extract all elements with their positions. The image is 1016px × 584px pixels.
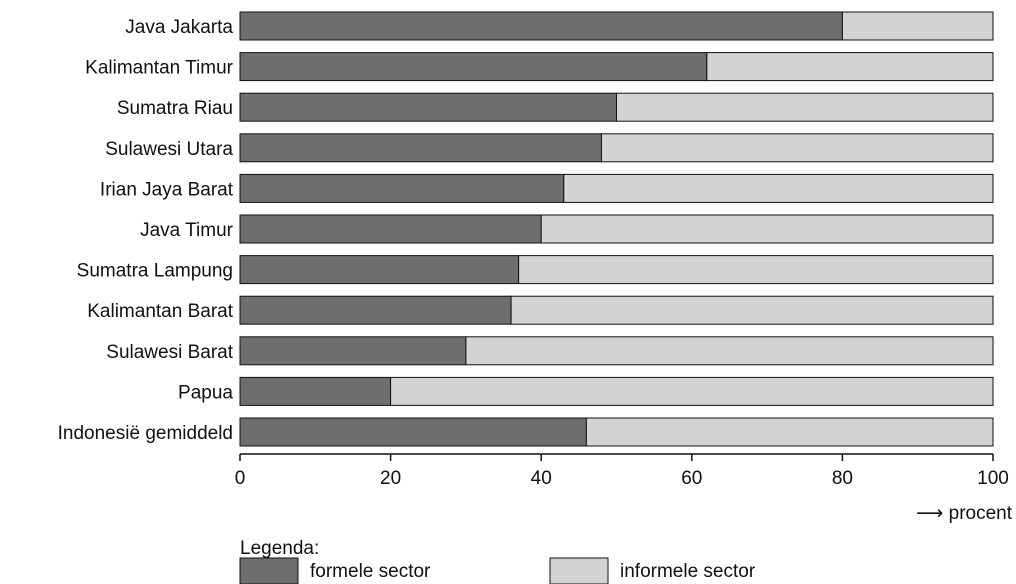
x-tick-label: 60 <box>681 468 702 489</box>
category-label: Sulawesi Utara <box>105 139 233 160</box>
bar-informele-4 <box>563 173 994 203</box>
category-label: Irian Jaya Barat <box>100 179 234 200</box>
category-label: Kalimantan Barat <box>87 301 233 322</box>
category-label: Sumatra Lampung <box>77 261 233 282</box>
bar-informele-7 <box>510 295 994 325</box>
bar-formele-4 <box>239 173 565 203</box>
bar-informele-5 <box>540 214 994 244</box>
category-label: Papua <box>178 382 233 403</box>
legend: Legenda: formele sector informele sector <box>239 538 756 584</box>
bar-formele-8 <box>239 336 467 366</box>
bar-formele-7 <box>239 295 512 325</box>
bar-formele-6 <box>239 255 520 285</box>
bar-informele-1 <box>706 52 994 82</box>
bar-informele-3 <box>600 133 994 163</box>
category-label: Kalimantan Timur <box>85 58 234 79</box>
x-axis-unit-label: procent <box>949 503 1013 524</box>
category-label: Java Jakarta <box>125 17 233 38</box>
x-axis-unit: ⟶ procent <box>916 503 1013 524</box>
legend-title: Legenda: <box>240 538 319 559</box>
legend-label-informele: informele sector <box>620 561 756 582</box>
bar-informele-0 <box>841 11 994 41</box>
bar-formele-2 <box>239 92 617 122</box>
legend-swatch-formele <box>239 557 299 584</box>
bar-informele-8 <box>465 336 994 366</box>
bar-formele-0 <box>239 11 843 41</box>
bar-formele-1 <box>239 52 708 82</box>
category-label: Sumatra Riau <box>117 98 233 119</box>
legend-swatch-informele <box>549 557 609 584</box>
x-axis-arrow: ⟶ <box>916 503 943 524</box>
x-tick-label: 80 <box>832 468 853 489</box>
bar-formele-9 <box>239 376 392 406</box>
category-label: Java Timur <box>140 220 234 241</box>
bar-informele-10 <box>585 417 994 447</box>
bar-formele-5 <box>239 214 542 244</box>
x-tick-label: 0 <box>235 468 246 489</box>
x-tick-label: 40 <box>531 468 552 489</box>
bar-informele-6 <box>518 255 994 285</box>
category-label: Indonesië gemiddeld <box>58 423 233 444</box>
bars-layer <box>239 11 994 447</box>
x-ticks: 0 20 40 60 80 100 <box>235 454 1009 489</box>
legend-label-formele: formele sector <box>310 561 431 582</box>
category-labels: Java Jakarta Kalimantan Timur Sumatra Riau… <box>58 17 234 444</box>
bar-informele-2 <box>616 92 994 122</box>
bar-formele-3 <box>239 133 602 163</box>
bar-informele-9 <box>390 376 994 406</box>
bar-formele-10 <box>239 417 587 447</box>
x-tick-label: 100 <box>977 468 1009 489</box>
category-label: Sulawesi Barat <box>106 342 233 363</box>
x-tick-label: 20 <box>380 468 401 489</box>
